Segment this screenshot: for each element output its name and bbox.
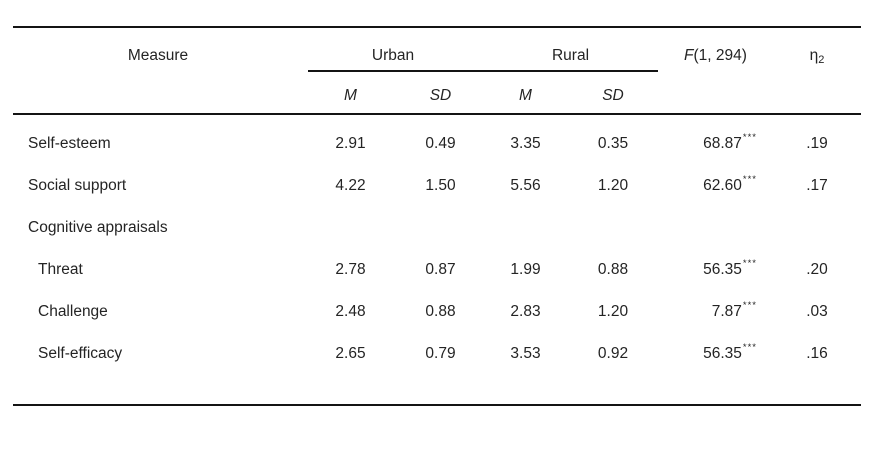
f-statistic-df: (1, 294) [693,47,747,64]
rural-sd-value: 0.92 [597,345,629,362]
f-number: 62.60 [703,177,742,194]
urban-sd-header: SD [429,87,452,104]
rural-group-header: Rural [551,47,590,64]
f-value: 56.35 *** [703,258,757,278]
rural-sd-value: 1.20 [597,303,629,320]
urban-sd-value: 0.87 [425,261,456,278]
f-value: 56.35 *** [703,342,757,362]
rural-sd-value [568,207,658,249]
urban-mean-header: M [344,87,357,104]
measure-group-label: Cognitive appraisals [28,219,168,236]
f-value: 7.87 *** [711,300,757,320]
rural-mean-header: M [519,87,532,104]
table-subheader-row: M SD M SD [13,70,861,115]
urban-sd-value: 0.88 [425,303,456,320]
rural-m-value: 5.56 [510,177,541,194]
rural-m-value [483,207,568,249]
f-number: 56.35 [703,345,742,362]
urban-m-value: 2.48 [335,303,366,320]
f-value [658,207,773,249]
measure-label: Self-efficacy [38,345,123,362]
urban-m-value: 2.78 [335,261,366,278]
f-value: 68.87 *** [703,132,757,152]
rural-m-value: 1.99 [510,261,541,278]
measure-label: Self-esteem [28,135,111,152]
rural-sd-value: 0.88 [597,261,629,278]
subheader-spacer [773,70,861,113]
rural-m-value: 3.35 [510,135,541,152]
measure-label: Threat [38,261,83,278]
eta-value: .19 [806,135,828,152]
table-body: Self-esteem 2.91 0.49 3.35 0.35 68.87 ***… [13,115,861,404]
urban-rural-spanner-rule [308,70,658,72]
f-number: 56.35 [703,261,742,278]
f-statistic-symbol: F [684,47,694,64]
eta-value [773,207,861,249]
urban-sd-value [398,207,483,249]
f-value: 62.60 *** [703,174,757,194]
subheader-spacer [13,70,303,113]
rural-sd-header: SD [602,87,624,104]
rural-sd-value: 1.20 [597,177,629,194]
eta-value: .03 [806,303,828,320]
rural-m-value: 2.83 [510,303,541,320]
f-number: 68.87 [703,135,742,152]
urban-group-header: Urban [371,47,415,64]
eta-value: .16 [806,345,828,362]
urban-sd-value: 0.49 [425,135,456,152]
subheader-spacer [658,70,773,113]
f-statistic-header: F (1, 294) [658,28,773,70]
eta-symbol: η [809,47,819,64]
urban-m-value: 2.91 [335,135,366,152]
urban-m-value: 4.22 [335,177,366,194]
rural-sd-value: 0.35 [597,135,629,152]
urban-m-value [303,207,398,249]
measure-label: Social support [28,177,127,194]
rural-m-value: 3.53 [510,345,541,362]
measure-column-header: Measure [127,47,189,64]
measure-label: Challenge [38,303,108,320]
urban-sd-value: 0.79 [425,345,456,362]
eta-value: .17 [806,177,828,194]
f-number: 7.87 [711,303,742,320]
urban-sd-value: 1.50 [425,177,456,194]
urban-m-value: 2.65 [335,345,366,362]
eta-value: .20 [806,261,828,278]
